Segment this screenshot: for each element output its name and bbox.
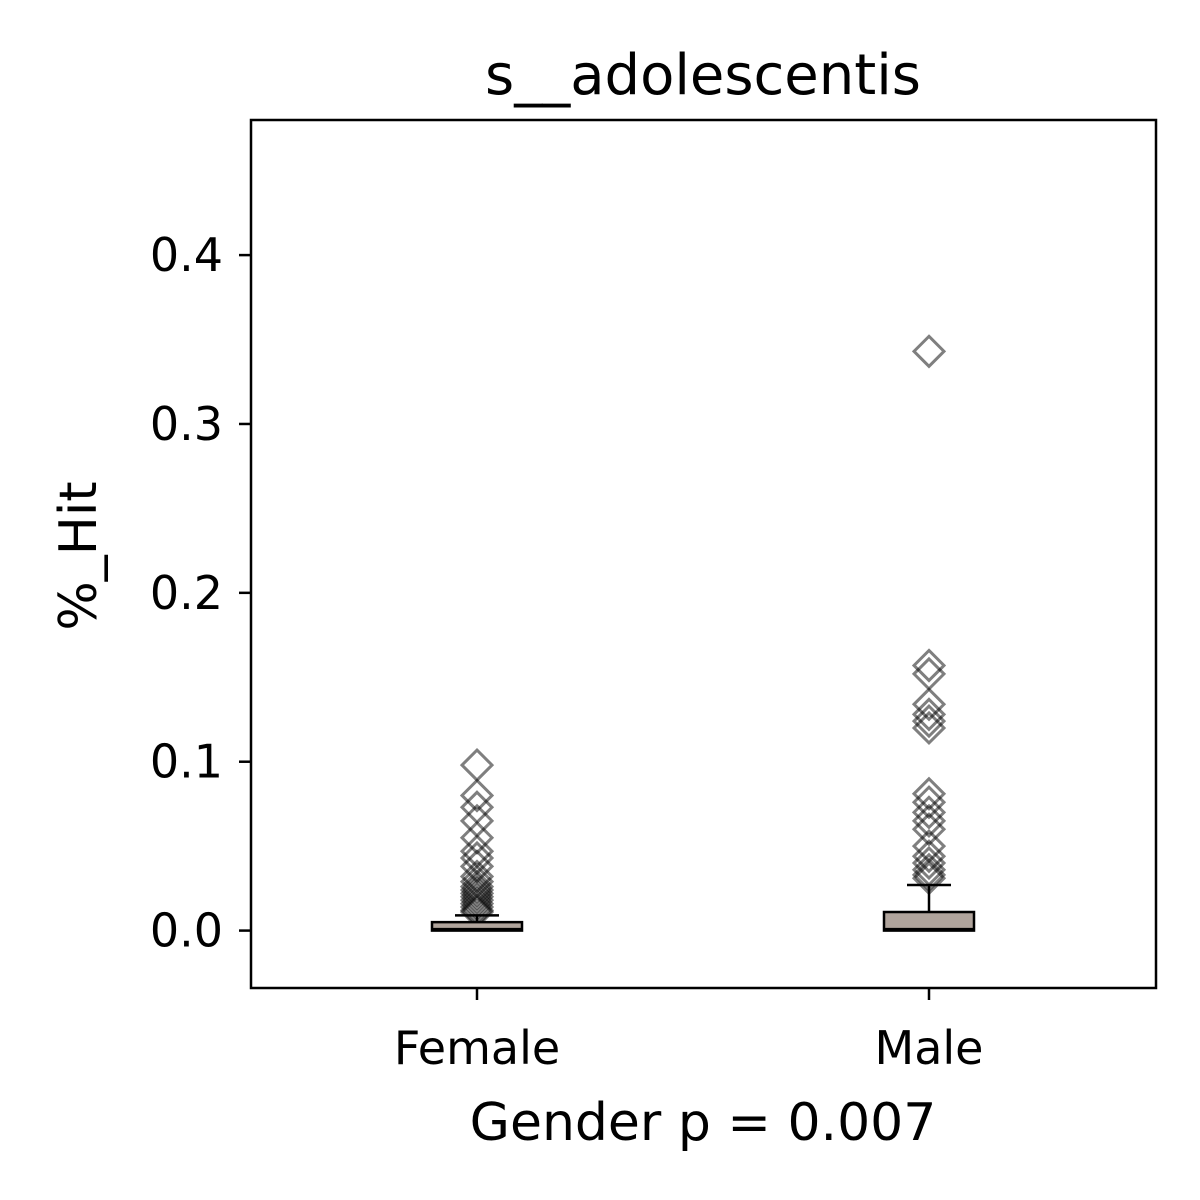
outlier-point <box>911 776 947 811</box>
outlier-point <box>911 656 947 692</box>
outlier-point <box>911 697 947 732</box>
outlier-point <box>459 879 495 914</box>
x-axis: Female Male <box>394 988 984 1075</box>
outlier-point <box>911 785 947 820</box>
outlier-point <box>459 747 495 783</box>
box-iqr <box>430 920 524 932</box>
outlier-point <box>459 778 495 813</box>
outlier-point <box>911 839 947 874</box>
outlier-point <box>911 795 947 830</box>
outlier-point <box>911 334 947 369</box>
outlier-point <box>911 687 947 722</box>
y-tick-label: 0.3 <box>150 397 223 451</box>
y-axis-label: %_Hit <box>49 481 109 630</box>
plot-frame <box>249 118 1158 990</box>
outlier-point <box>911 803 947 838</box>
box-iqr <box>882 910 976 932</box>
plot-marks <box>430 334 976 932</box>
outlier-point <box>911 704 947 739</box>
y-tick-label: 0.0 <box>150 904 223 958</box>
chart-title: s__adolescentis <box>485 43 921 108</box>
y-axis: 0.0 0.1 0.2 0.3 0.4 <box>150 228 251 958</box>
box-group-male <box>882 334 976 932</box>
x-tick-label: Female <box>394 1021 560 1075</box>
outlier-point <box>911 648 947 683</box>
x-tick-label: Male <box>875 1021 984 1075</box>
outlier-point <box>459 876 495 911</box>
y-tick-label: 0.4 <box>150 228 223 282</box>
outlier-point <box>911 812 947 847</box>
y-tick-label: 0.2 <box>150 566 223 620</box>
outlier-point <box>911 845 947 881</box>
outlier-point <box>459 872 495 908</box>
outlier-point <box>459 869 495 904</box>
y-tick-label: 0.1 <box>150 735 223 789</box>
outlier-point <box>911 710 947 746</box>
x-axis-label: Gender p = 0.007 <box>470 1093 937 1153</box>
box-group-female <box>430 747 524 932</box>
